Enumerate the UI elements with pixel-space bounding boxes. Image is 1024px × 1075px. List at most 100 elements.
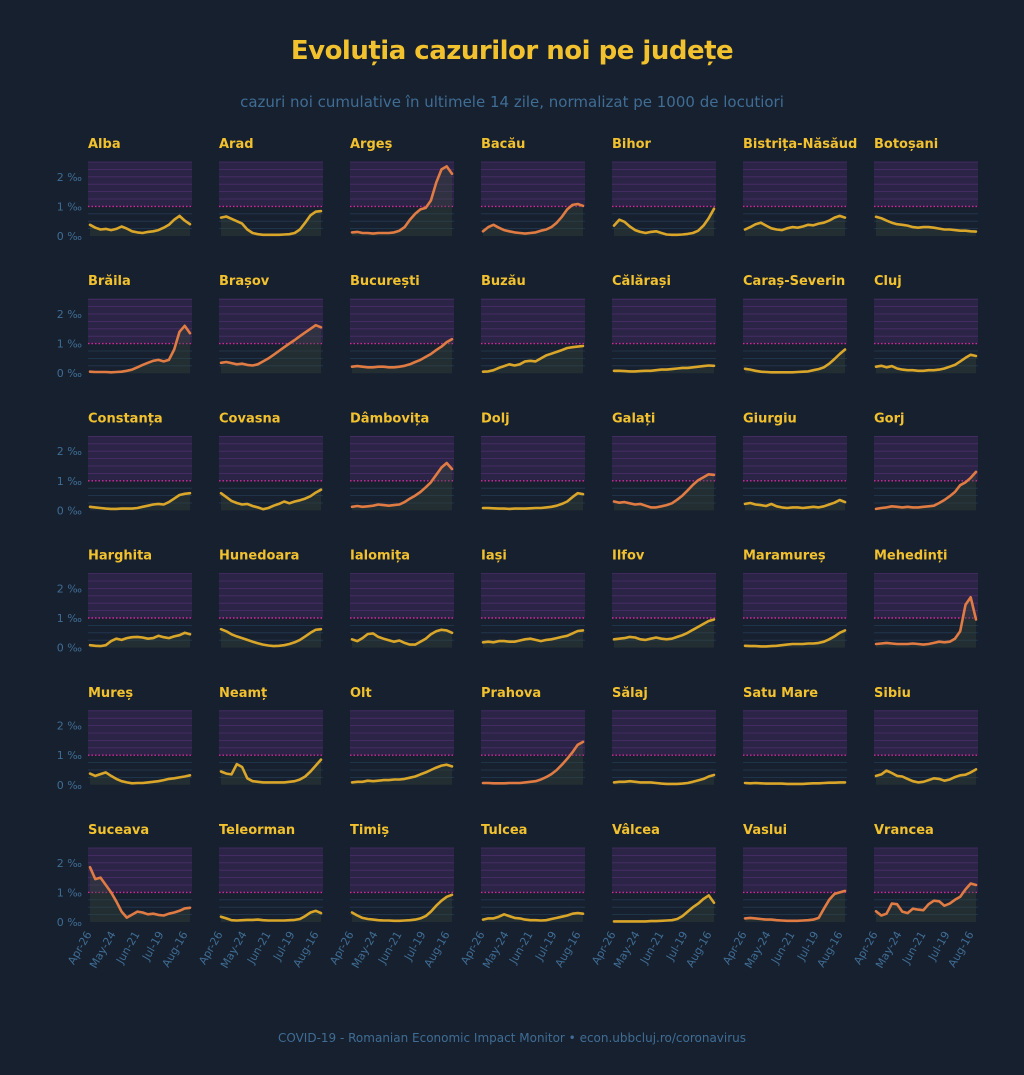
panel: Arad bbox=[219, 137, 323, 237]
panel: Argeș bbox=[350, 137, 454, 236]
panel: Hunedoara bbox=[219, 549, 323, 648]
series-area bbox=[483, 630, 583, 648]
series-area bbox=[90, 772, 190, 785]
panel: Brăila 0 ‰ 1 ‰ 2 ‰ bbox=[57, 274, 192, 380]
panel-title: Dâmbovița bbox=[350, 411, 429, 426]
series-area bbox=[90, 867, 190, 922]
panel-title: Călărași bbox=[612, 274, 671, 289]
panel: Olt bbox=[350, 686, 454, 785]
series-area bbox=[483, 913, 583, 922]
panel-title: Teleorman bbox=[219, 823, 295, 838]
series-line bbox=[219, 323, 323, 367]
panel-title: Argeș bbox=[350, 137, 393, 152]
panel: Ilfov bbox=[612, 549, 716, 648]
series-area bbox=[614, 619, 714, 648]
series-area bbox=[90, 215, 190, 236]
series-line bbox=[219, 909, 323, 922]
panel-title: Prahova bbox=[481, 686, 541, 701]
series-area bbox=[614, 208, 714, 236]
panel-title: Giurgiu bbox=[743, 411, 797, 426]
y-tick-label: 2 ‰ bbox=[57, 445, 82, 458]
y-tick-label: 2 ‰ bbox=[57, 308, 82, 321]
y-tick-label: 0 ‰ bbox=[57, 230, 82, 243]
series-line bbox=[88, 771, 192, 785]
series-area bbox=[352, 463, 452, 511]
y-tick-label: 0 ‰ bbox=[57, 504, 82, 517]
panel-title: Covasna bbox=[219, 411, 280, 426]
series-line bbox=[612, 207, 716, 237]
series-line bbox=[743, 629, 847, 648]
series-area bbox=[90, 493, 190, 511]
series-line bbox=[88, 631, 192, 648]
panel: Galați bbox=[612, 411, 716, 511]
panel: Maramureș bbox=[743, 549, 847, 648]
series-line bbox=[481, 911, 585, 922]
series-line bbox=[88, 491, 192, 511]
panel-title: Mehedinți bbox=[874, 549, 948, 564]
panel: Harghita 0 ‰ 1 ‰ 2 ‰ bbox=[57, 549, 192, 655]
panel: Dâmbovița bbox=[350, 411, 454, 511]
series-area bbox=[876, 354, 976, 374]
panel: Botoșani bbox=[874, 137, 978, 236]
series-line bbox=[481, 629, 585, 644]
y-tick-label: 1 ‰ bbox=[57, 200, 82, 213]
panel: Bacău bbox=[481, 137, 585, 236]
panel: Buzău bbox=[481, 274, 585, 374]
panel-title: Dolj bbox=[481, 411, 510, 426]
panel-title: Bistrița-Năsăud bbox=[743, 137, 857, 152]
panel-title: Harghita bbox=[88, 549, 152, 564]
series-area bbox=[483, 204, 583, 236]
y-tick-label: 2 ‰ bbox=[57, 720, 82, 733]
panel: Giurgiu bbox=[743, 411, 847, 511]
series-line bbox=[350, 893, 454, 923]
panel-title: Cluj bbox=[874, 274, 902, 289]
series-area bbox=[876, 471, 976, 511]
panel: Gorj bbox=[874, 411, 978, 511]
panel-title: Vaslui bbox=[743, 823, 787, 838]
panel-title: Galați bbox=[612, 411, 655, 426]
series-line bbox=[350, 763, 454, 784]
series-area bbox=[745, 215, 845, 236]
panel: Alba 0 ‰ 1 ‰ 2 ‰ bbox=[57, 137, 192, 243]
panel: Covasna bbox=[219, 411, 323, 511]
panel-title: Mureș bbox=[88, 686, 133, 701]
series-line bbox=[350, 461, 454, 509]
panel: Brașov bbox=[219, 274, 323, 374]
panel: București bbox=[350, 274, 454, 374]
panel-title: Sălaj bbox=[612, 686, 648, 701]
panel: Mureș 0 ‰ 1 ‰ 2 ‰ bbox=[57, 686, 192, 792]
series-area bbox=[352, 339, 452, 374]
panel-title: Gorj bbox=[874, 411, 904, 426]
series-line bbox=[219, 758, 323, 784]
x-tick-label: Jun-21 bbox=[113, 929, 142, 967]
panel-title: Ialomița bbox=[350, 549, 410, 564]
series-area bbox=[352, 629, 452, 648]
panel: Prahova bbox=[481, 686, 585, 785]
panel: Dolj bbox=[481, 411, 585, 511]
panel: Bihor bbox=[612, 137, 716, 237]
series-area bbox=[876, 597, 976, 648]
x-tick-label: Jun-21 bbox=[768, 929, 797, 967]
y-tick-label: 1 ‰ bbox=[57, 475, 82, 488]
panel-title: Arad bbox=[219, 137, 254, 152]
y-tick-label: 0 ‰ bbox=[57, 367, 82, 380]
series-area bbox=[614, 474, 714, 511]
footer-credit: COVID-19 - Romanian Economic Impact Moni… bbox=[277, 1031, 747, 1045]
panel: Ialomița bbox=[350, 549, 454, 648]
series-area bbox=[745, 890, 845, 922]
series-line bbox=[612, 473, 716, 509]
panel-title: Neamț bbox=[219, 686, 267, 701]
panel: Iași bbox=[481, 549, 585, 648]
panel: Constanța 0 ‰ 1 ‰ 2 ‰ bbox=[57, 411, 192, 517]
panel-title: Ilfov bbox=[612, 549, 645, 564]
panel-title: Bihor bbox=[612, 137, 652, 152]
series-line bbox=[874, 470, 978, 511]
series-area bbox=[483, 741, 583, 785]
series-line bbox=[481, 740, 585, 785]
x-tick-label: Jun-21 bbox=[899, 929, 928, 967]
